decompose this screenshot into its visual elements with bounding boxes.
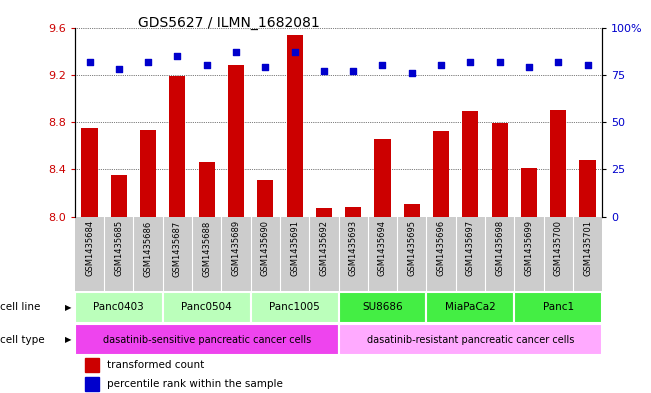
Text: GSM1435686: GSM1435686 [144, 220, 152, 277]
Text: GSM1435684: GSM1435684 [85, 220, 94, 276]
Text: dasatinib-sensitive pancreatic cancer cells: dasatinib-sensitive pancreatic cancer ce… [103, 334, 311, 345]
Point [260, 64, 271, 70]
Bar [251, 292, 339, 323]
Bar [85, 358, 98, 373]
Bar [316, 208, 332, 217]
Text: cell line: cell line [0, 302, 40, 312]
Text: GSM1435685: GSM1435685 [115, 220, 123, 276]
Text: GSM1435695: GSM1435695 [408, 220, 416, 276]
Bar [462, 111, 478, 217]
Text: GSM1435696: GSM1435696 [437, 220, 445, 276]
Text: GSM1435688: GSM1435688 [202, 220, 211, 277]
Point [173, 53, 183, 59]
Text: Panc0403: Panc0403 [94, 302, 144, 312]
Bar [521, 168, 537, 217]
Text: GSM1435691: GSM1435691 [290, 220, 299, 276]
Bar [257, 180, 273, 217]
Bar [492, 123, 508, 217]
Bar [111, 175, 127, 217]
Point [143, 59, 154, 65]
Point [406, 70, 417, 76]
Point [348, 68, 358, 74]
Text: Panc0504: Panc0504 [182, 302, 232, 312]
Bar [81, 128, 98, 217]
Point [289, 49, 299, 55]
Text: GSM1435699: GSM1435699 [525, 220, 533, 276]
Text: GSM1435700: GSM1435700 [554, 220, 562, 276]
Bar [163, 292, 251, 323]
Text: GSM1435689: GSM1435689 [232, 220, 240, 276]
Text: dasatinib-resistant pancreatic cancer cells: dasatinib-resistant pancreatic cancer ce… [367, 334, 574, 345]
Bar [404, 204, 420, 217]
Point [436, 62, 447, 68]
Bar [579, 160, 596, 217]
Bar [286, 35, 303, 217]
Text: GSM1435694: GSM1435694 [378, 220, 387, 276]
Point [85, 59, 95, 65]
Text: GSM1435697: GSM1435697 [466, 220, 475, 276]
Point [202, 62, 212, 68]
Bar [433, 132, 449, 217]
Point [114, 66, 124, 72]
Bar [339, 292, 426, 323]
Bar [85, 377, 98, 391]
Text: GDS5627 / ILMN_1682081: GDS5627 / ILMN_1682081 [138, 16, 320, 30]
Bar [140, 130, 156, 217]
Text: GSM1435690: GSM1435690 [261, 220, 270, 276]
Bar [199, 162, 215, 217]
Text: cell type: cell type [0, 334, 45, 345]
Bar [75, 292, 163, 323]
Point [378, 62, 388, 68]
Point [495, 59, 505, 65]
Bar [169, 76, 186, 217]
Bar [345, 207, 361, 217]
Text: Panc1: Panc1 [543, 302, 574, 312]
Point [231, 49, 242, 55]
Text: percentile rank within the sample: percentile rank within the sample [107, 379, 283, 389]
Point [583, 62, 593, 68]
Text: ▶: ▶ [65, 303, 72, 312]
Text: GSM1435692: GSM1435692 [320, 220, 328, 276]
Text: ▶: ▶ [65, 335, 72, 344]
Point [319, 68, 329, 74]
Bar [75, 324, 339, 355]
Bar [426, 292, 514, 323]
Text: MiaPaCa2: MiaPaCa2 [445, 302, 495, 312]
Bar [374, 139, 391, 217]
Text: SU8686: SU8686 [362, 302, 403, 312]
Point [465, 59, 476, 65]
Text: GSM1435701: GSM1435701 [583, 220, 592, 276]
Point [523, 64, 534, 70]
Text: GSM1435693: GSM1435693 [349, 220, 357, 276]
Bar [228, 65, 244, 217]
Point [553, 59, 564, 65]
Text: GSM1435698: GSM1435698 [495, 220, 504, 276]
Text: transformed count: transformed count [107, 360, 204, 370]
Text: GSM1435687: GSM1435687 [173, 220, 182, 277]
Bar [550, 110, 566, 217]
Bar [339, 324, 602, 355]
Text: Panc1005: Panc1005 [270, 302, 320, 312]
Bar [514, 292, 602, 323]
